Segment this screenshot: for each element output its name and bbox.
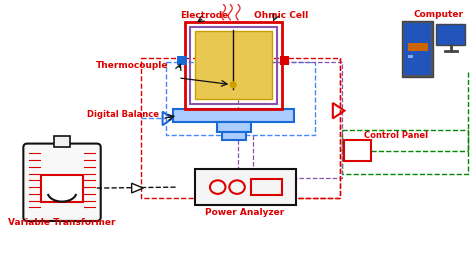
Text: Computer: Computer <box>413 9 463 18</box>
Polygon shape <box>194 31 272 99</box>
Text: Electrode: Electrode <box>180 11 228 21</box>
Polygon shape <box>280 55 289 65</box>
Text: Ohmic Cell: Ohmic Cell <box>255 11 309 21</box>
Polygon shape <box>132 183 143 193</box>
Circle shape <box>230 82 236 88</box>
Polygon shape <box>221 132 246 140</box>
Polygon shape <box>404 23 431 75</box>
Polygon shape <box>41 175 83 202</box>
Polygon shape <box>217 122 251 132</box>
Polygon shape <box>173 109 294 122</box>
Text: Control Panel: Control Panel <box>364 131 428 140</box>
Text: Thermocouple: Thermocouple <box>96 61 168 70</box>
Polygon shape <box>55 136 70 148</box>
Polygon shape <box>194 169 296 205</box>
Polygon shape <box>436 24 465 45</box>
Text: Power Analyzer: Power Analyzer <box>205 208 284 217</box>
Polygon shape <box>177 55 187 65</box>
Polygon shape <box>408 55 413 58</box>
Polygon shape <box>408 43 428 51</box>
FancyBboxPatch shape <box>23 144 100 221</box>
Text: Digital Balance: Digital Balance <box>87 110 159 119</box>
Text: Variable Transformer: Variable Transformer <box>8 218 116 227</box>
Polygon shape <box>402 21 433 77</box>
